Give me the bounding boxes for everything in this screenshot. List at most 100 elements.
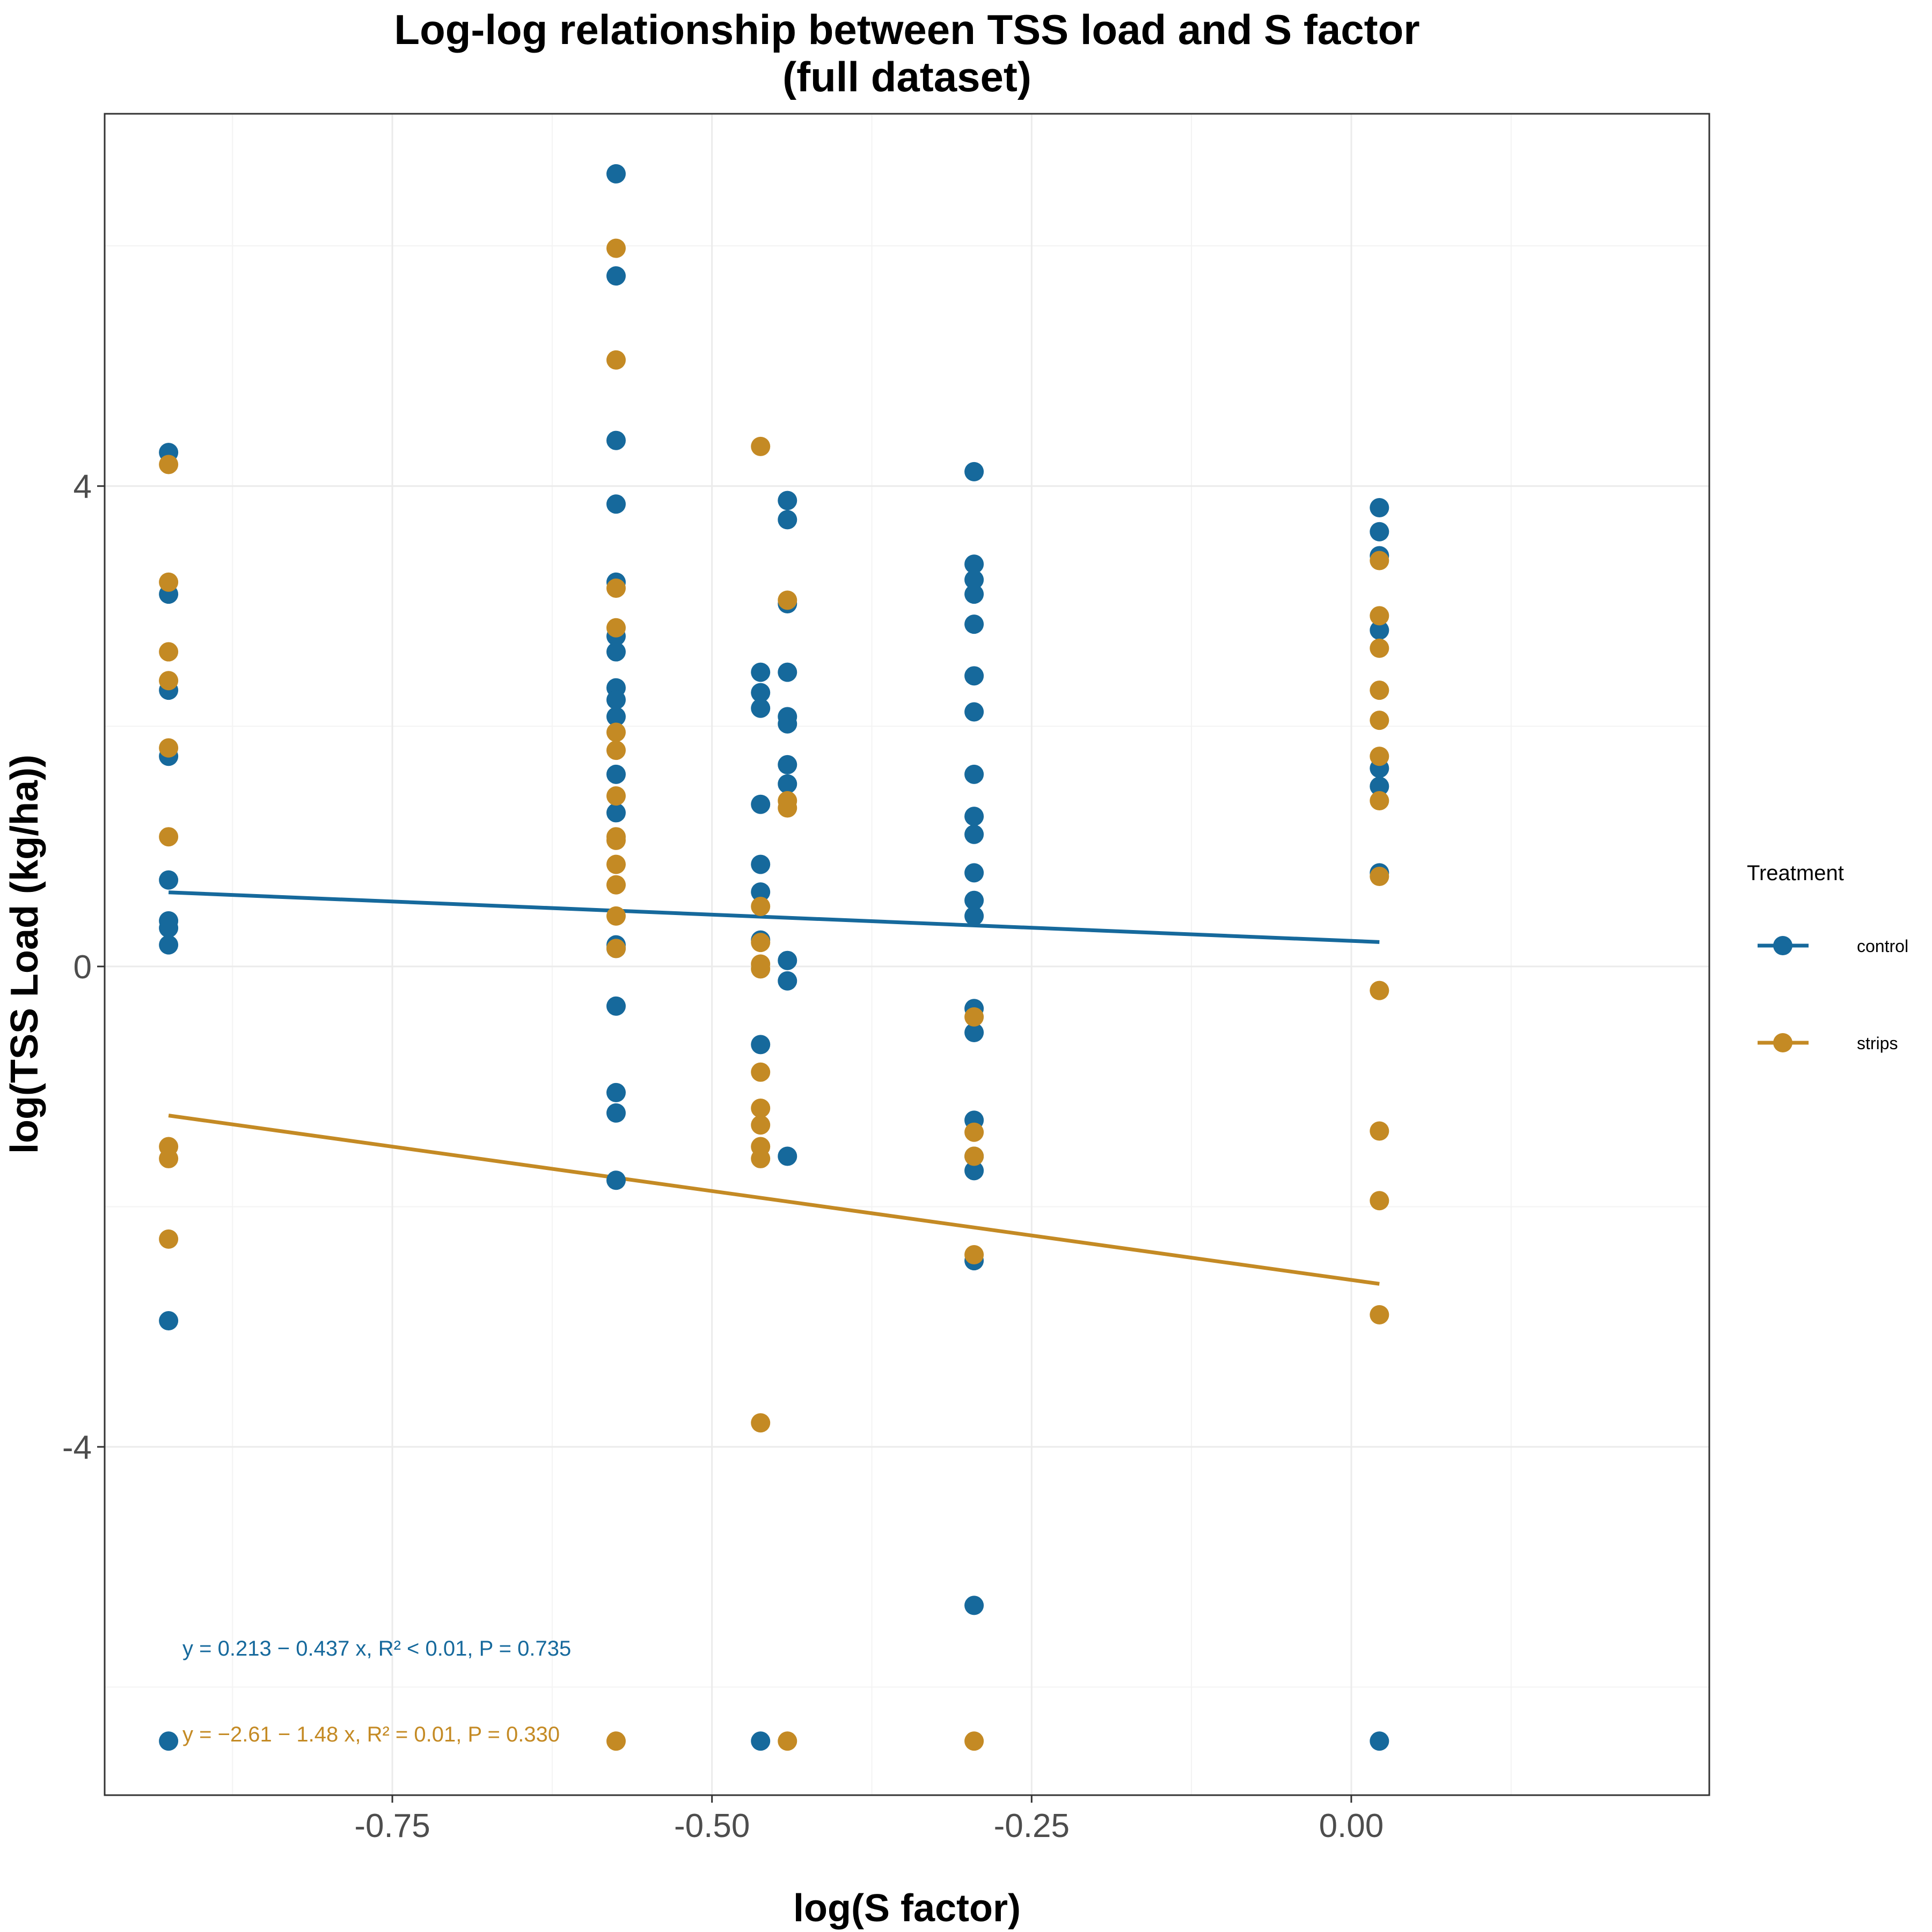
point-strips <box>1370 980 1389 1000</box>
point-control <box>778 491 797 510</box>
point-strips <box>159 455 179 474</box>
x-tick-label: 0.00 <box>1319 1807 1384 1845</box>
legend-title: Treatment <box>1747 861 1844 885</box>
control-fit-annotation: y = 0.213 − 0.437 x, R² < 0.01, P = 0.73… <box>182 1637 571 1660</box>
point-control <box>964 906 984 926</box>
legend-label-strips: strips <box>1857 1034 1898 1053</box>
point-control <box>964 863 984 883</box>
point-strips <box>1370 747 1389 766</box>
point-strips <box>778 798 797 818</box>
point-control <box>159 1311 179 1331</box>
point-control <box>751 794 771 814</box>
fit-lines <box>168 890 1380 1286</box>
point-strips <box>964 1245 984 1264</box>
point-control <box>778 950 797 970</box>
point-control <box>964 764 984 784</box>
point-strips <box>751 933 771 953</box>
x-axis-ticks: -0.75 -0.50 -0.25 0.00 <box>354 1795 1384 1845</box>
point-strips <box>751 896 771 916</box>
point-control <box>778 510 797 530</box>
point-control <box>606 1170 626 1190</box>
point-strips <box>1370 867 1389 887</box>
strips-fit-annotation: y = −2.61 − 1.48 x, R² = 0.01, P = 0.330 <box>182 1723 560 1746</box>
legend: Treatment control strips <box>1747 861 1908 1053</box>
point-strips <box>606 830 626 850</box>
point-control <box>159 1731 179 1751</box>
point-control <box>751 698 771 718</box>
point-strips <box>606 786 626 806</box>
point-control <box>606 430 626 450</box>
fit-line-control <box>168 890 1380 944</box>
data-points <box>159 164 1389 1751</box>
grid <box>105 114 1709 1795</box>
point-control <box>606 164 626 184</box>
point-control <box>778 774 797 794</box>
point-control <box>964 890 984 910</box>
point-control <box>964 1022 984 1042</box>
point-strips <box>606 238 626 258</box>
point-control <box>606 690 626 710</box>
y-axis-title: log(TSS Load (kg/ha)) <box>3 755 46 1154</box>
legend-label-control: control <box>1857 936 1908 956</box>
y-tick-label: -4 <box>62 1429 92 1466</box>
x-tick-label: -0.25 <box>994 1807 1070 1845</box>
point-strips <box>1370 680 1389 700</box>
point-strips <box>964 1731 984 1751</box>
point-control <box>751 882 771 902</box>
x-tick-label: -0.75 <box>354 1807 430 1845</box>
legend-item-strips: strips <box>1758 1033 1898 1053</box>
point-strips <box>751 1413 771 1433</box>
point-strips <box>1370 638 1389 658</box>
x-axis-title: log(S factor) <box>793 1887 1021 1930</box>
point-control <box>751 662 771 682</box>
point-strips <box>159 827 179 847</box>
point-strips <box>606 578 626 598</box>
point-control <box>778 971 797 991</box>
point-strips <box>159 738 179 758</box>
point-control <box>1370 498 1389 518</box>
point-control <box>778 755 797 774</box>
point-control <box>964 702 984 722</box>
point-strips <box>606 350 626 370</box>
point-control <box>964 554 984 574</box>
legend-item-control: control <box>1758 936 1908 956</box>
point-control <box>606 266 626 286</box>
point-strips <box>964 1122 984 1142</box>
point-control <box>964 807 984 826</box>
point-control <box>606 803 626 823</box>
point-strips <box>1370 1191 1389 1211</box>
point-control <box>159 918 179 938</box>
point-strips <box>159 642 179 662</box>
point-strips <box>751 1098 771 1118</box>
plot-panel-border <box>104 113 1710 1796</box>
point-strips <box>751 1115 771 1135</box>
point-control <box>751 683 771 702</box>
point-control <box>1370 1731 1389 1751</box>
point-strips <box>606 906 626 926</box>
point-strips <box>606 854 626 874</box>
point-strips <box>606 875 626 895</box>
point-strips <box>1370 1121 1389 1141</box>
point-control <box>606 1082 626 1102</box>
point-control <box>159 935 179 955</box>
point-strips <box>751 959 771 979</box>
point-control <box>964 824 984 844</box>
x-tick-label: -0.50 <box>674 1807 750 1845</box>
point-control <box>606 1103 626 1123</box>
point-strips <box>1370 791 1389 811</box>
point-strips <box>1370 606 1389 626</box>
point-control <box>964 1596 984 1615</box>
y-tick-label: 0 <box>74 949 92 986</box>
point-strips <box>964 1007 984 1027</box>
point-control <box>606 707 626 727</box>
point-strips <box>778 590 797 610</box>
point-strips <box>964 1146 984 1166</box>
point-strips <box>606 741 626 760</box>
point-control <box>606 642 626 662</box>
point-strips <box>751 436 771 456</box>
point-control <box>751 1731 771 1751</box>
point-control <box>1370 620 1389 640</box>
point-strips <box>1370 711 1389 730</box>
y-tick-label: 4 <box>74 469 92 506</box>
point-control <box>964 462 984 481</box>
